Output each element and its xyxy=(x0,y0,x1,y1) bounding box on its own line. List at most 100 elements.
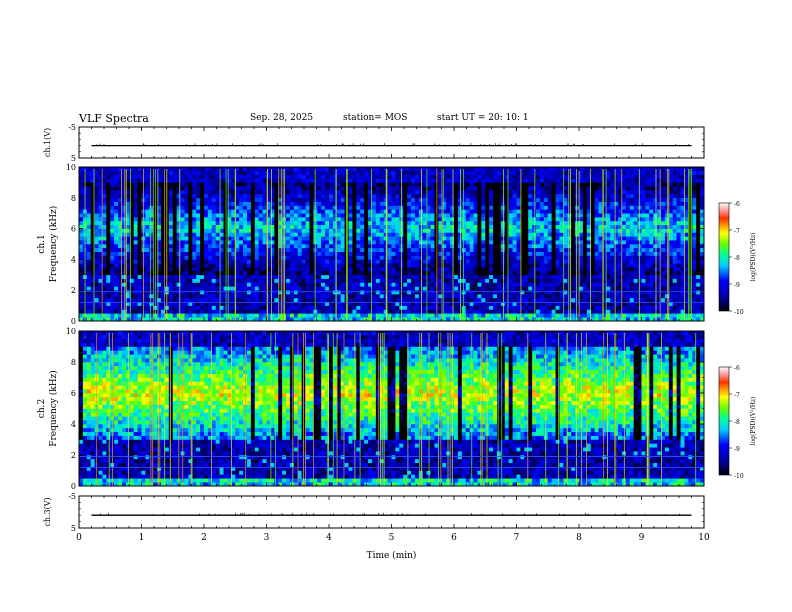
spectrogram-cell xyxy=(114,313,119,318)
spectrogram-cell xyxy=(465,232,470,237)
spectrogram-cell xyxy=(219,197,224,202)
spectrogram-cell xyxy=(309,236,314,241)
spectrogram-cell xyxy=(332,297,338,303)
spectrogram-cell xyxy=(204,236,209,241)
spectrogram-cell xyxy=(512,274,517,279)
spectrogram-cell xyxy=(219,224,224,229)
spectrogram-cell xyxy=(250,201,256,206)
spectrogram-cell xyxy=(223,278,228,283)
spectrogram-cell xyxy=(430,224,435,229)
spectrogram-cell xyxy=(293,205,299,210)
spectrogram-cell xyxy=(407,290,412,295)
spectrogram-cell xyxy=(305,263,310,268)
spectrogram-cell xyxy=(379,193,384,199)
spectrogram-cell xyxy=(176,297,181,303)
spectrogram-cell xyxy=(422,170,427,175)
spectrogram-cell xyxy=(520,263,525,268)
spectrogram-cell xyxy=(500,317,506,322)
spectrogram-cell xyxy=(536,270,541,276)
spectrogram-cell xyxy=(543,220,549,226)
spectrogram-cell xyxy=(243,309,248,314)
spectrogram-cell xyxy=(196,309,201,314)
spectrogram-cell xyxy=(321,270,326,276)
spectrogram-cell xyxy=(321,190,326,195)
spectrogram-cell xyxy=(98,182,103,187)
spectrogram-cell xyxy=(473,201,478,206)
spectrogram-cell xyxy=(86,201,92,206)
spectrogram-cell xyxy=(231,251,236,256)
spectrogram-cell xyxy=(90,228,95,233)
spectrogram-cell xyxy=(532,174,537,179)
spectrogram-cell xyxy=(239,224,244,229)
spectrogram-cell xyxy=(532,282,537,287)
spectrogram-cell xyxy=(532,278,537,283)
spectrogram-cell xyxy=(364,259,369,264)
spectrogram-cell xyxy=(98,205,103,210)
spectrogram-cell xyxy=(79,263,84,268)
spectrogram-cell xyxy=(340,267,345,272)
spectrogram-cell xyxy=(161,232,166,237)
spectrogram-cell xyxy=(110,224,115,229)
spectrogram-cell xyxy=(414,259,420,264)
spectrogram-cell xyxy=(539,294,545,299)
spectrogram-cell xyxy=(270,205,275,210)
spectrogram-cell xyxy=(340,313,345,318)
spectrogram-cell xyxy=(450,294,455,299)
spectrogram-cell xyxy=(368,170,373,175)
spectrogram-cell xyxy=(325,290,330,295)
spectrogram-cell xyxy=(192,290,197,295)
spectrogram-cell xyxy=(329,286,334,291)
spectrogram-cell xyxy=(364,270,369,276)
spectrogram-cell xyxy=(286,251,291,256)
spectrogram-cell xyxy=(348,178,353,183)
spectrogram-cell xyxy=(340,205,345,210)
spectrogram-cell xyxy=(149,317,154,322)
spectrogram-cell xyxy=(106,220,111,226)
spectrogram-cell xyxy=(157,294,162,299)
spectrogram-cell xyxy=(403,282,408,287)
spectrogram-cell xyxy=(188,270,193,276)
spectrogram-cell xyxy=(528,305,533,310)
spectrogram-cell xyxy=(360,170,365,175)
spectrogram-cell xyxy=(305,209,310,214)
spectrogram-cell xyxy=(438,190,443,195)
spectrogram-cell xyxy=(508,286,513,291)
spectrogram-cell xyxy=(348,282,353,287)
spectrogram-cell xyxy=(442,309,447,314)
spectrogram-cell xyxy=(301,244,306,249)
spectrogram-cell xyxy=(340,201,345,206)
spectrogram-cell xyxy=(454,290,459,295)
spectrogram-cell xyxy=(469,205,474,210)
spectrogram-cell xyxy=(145,301,150,306)
spectrogram-cell xyxy=(145,259,150,264)
spectrogram-cell xyxy=(352,205,357,210)
spectrogram-cell xyxy=(227,193,232,199)
spectrogram-cell xyxy=(274,167,279,172)
spectrogram-cell xyxy=(465,270,470,276)
spectrogram-cell xyxy=(438,267,443,272)
spectrogram-cell xyxy=(168,220,174,226)
spectrogram-cell xyxy=(336,182,342,187)
spectrogram-cell xyxy=(246,228,252,233)
spectrogram-cell xyxy=(204,167,209,172)
spectrogram-cell xyxy=(489,290,494,295)
spectrogram-cell xyxy=(543,251,549,256)
spectrogram-cell xyxy=(110,217,115,222)
spectrogram-cell xyxy=(387,294,392,299)
spectrogram-cell xyxy=(457,267,463,272)
spectrogram-cell xyxy=(129,255,134,260)
spectrogram-cell xyxy=(321,274,326,279)
spectrogram-cell xyxy=(200,224,205,229)
spectrogram-cell xyxy=(243,240,248,245)
spectrogram-cell xyxy=(387,170,392,175)
spectrogram-cell xyxy=(211,220,217,226)
spectrogram-cell xyxy=(266,174,271,179)
spectrogram-cell xyxy=(481,274,486,279)
spectrogram-cell xyxy=(329,228,334,233)
spectrogram-cell xyxy=(536,182,541,187)
spectrogram-cell xyxy=(325,278,330,283)
spectrogram-cell xyxy=(360,267,365,272)
spectrogram-cell xyxy=(207,201,213,206)
spectrogram-cell xyxy=(325,228,330,233)
spectrogram-cell xyxy=(223,297,228,303)
